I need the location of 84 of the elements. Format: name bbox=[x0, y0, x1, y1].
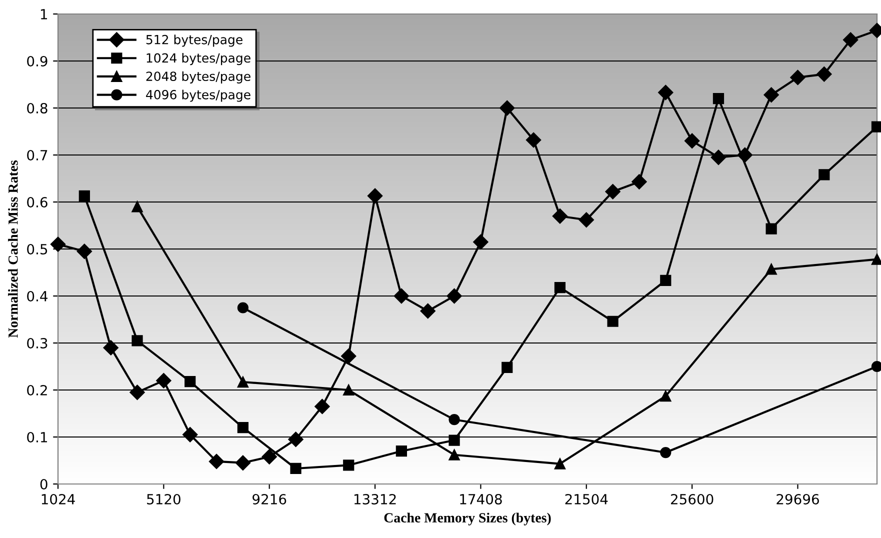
y-tick-label: 0.6 bbox=[27, 196, 48, 208]
point bbox=[132, 335, 143, 346]
point bbox=[420, 303, 436, 319]
point bbox=[607, 316, 618, 327]
point bbox=[554, 282, 566, 294]
point bbox=[341, 348, 356, 364]
point bbox=[237, 302, 248, 314]
y-tick-label: 0.4 bbox=[27, 290, 48, 302]
point bbox=[130, 384, 145, 400]
point bbox=[473, 234, 488, 250]
point bbox=[262, 449, 277, 464]
point bbox=[132, 201, 143, 212]
y-tick-label: 0 bbox=[40, 478, 48, 490]
point bbox=[818, 169, 830, 180]
point bbox=[184, 376, 196, 388]
point bbox=[288, 432, 304, 447]
point bbox=[526, 132, 542, 148]
y-tick-label: 0.3 bbox=[27, 338, 48, 348]
x-tick-label: 13312 bbox=[354, 494, 396, 504]
point bbox=[605, 184, 620, 200]
point bbox=[235, 455, 251, 470]
point bbox=[76, 244, 92, 259]
point bbox=[660, 390, 672, 402]
point bbox=[367, 188, 383, 204]
point bbox=[764, 87, 779, 102]
point bbox=[103, 340, 118, 356]
point bbox=[660, 274, 672, 286]
x-tick-label: 21504 bbox=[565, 494, 608, 504]
point bbox=[737, 147, 752, 163]
point bbox=[554, 458, 566, 470]
legend-label: 4096 bytes/page bbox=[146, 90, 250, 102]
point bbox=[816, 66, 832, 82]
point bbox=[448, 434, 460, 446]
point bbox=[578, 212, 594, 228]
point bbox=[446, 288, 462, 304]
point bbox=[632, 174, 647, 190]
point bbox=[710, 150, 726, 165]
point bbox=[660, 446, 672, 458]
point bbox=[684, 133, 700, 148]
y-tick-label: 0.8 bbox=[27, 102, 48, 114]
point bbox=[712, 93, 724, 104]
point bbox=[182, 427, 198, 442]
point bbox=[500, 100, 515, 116]
point bbox=[871, 121, 881, 132]
x-tick-label: 9216 bbox=[252, 494, 286, 504]
point bbox=[78, 190, 90, 202]
legend-label: 2048 bytes/page bbox=[146, 71, 250, 84]
point bbox=[314, 398, 330, 414]
y-tick-label: 1 bbox=[40, 9, 47, 20]
point bbox=[50, 236, 66, 252]
point bbox=[208, 454, 224, 470]
point bbox=[343, 460, 354, 471]
point bbox=[790, 70, 806, 86]
y-tick-label: 0.1 bbox=[27, 432, 47, 442]
x-tick-label: 29696 bbox=[776, 494, 819, 504]
y-axis-title: Normalized Cache Miss Rates bbox=[8, 160, 18, 338]
y-tick-label: 0.7 bbox=[27, 150, 48, 160]
point bbox=[766, 223, 777, 234]
point bbox=[871, 254, 881, 265]
x-tick-label: 25600 bbox=[670, 494, 714, 504]
point bbox=[448, 414, 460, 426]
x-tick-label: 5120 bbox=[147, 494, 180, 504]
legend-label: 512 bytes/page bbox=[146, 34, 242, 47]
point bbox=[396, 446, 408, 457]
point bbox=[766, 264, 777, 275]
point bbox=[552, 208, 568, 224]
point bbox=[448, 449, 460, 460]
x-tick-label: 17408 bbox=[460, 494, 502, 504]
y-tick-label: 0.5 bbox=[27, 244, 48, 254]
legend-label: 1024 bytes/page bbox=[146, 53, 250, 66]
point bbox=[871, 360, 881, 372]
point bbox=[343, 384, 354, 396]
point bbox=[394, 288, 410, 304]
point bbox=[290, 462, 302, 474]
point bbox=[237, 376, 248, 388]
point bbox=[658, 84, 674, 100]
x-tick-label: 1024 bbox=[42, 494, 75, 504]
point bbox=[843, 32, 858, 48]
x-axis-title: Cache Memory Sizes (bytes) bbox=[384, 512, 551, 526]
point bbox=[237, 422, 248, 434]
point bbox=[502, 362, 513, 373]
y-tick-label: 0.2 bbox=[27, 384, 47, 396]
y-tick-label: 0.9 bbox=[27, 56, 48, 66]
point bbox=[156, 373, 172, 388]
